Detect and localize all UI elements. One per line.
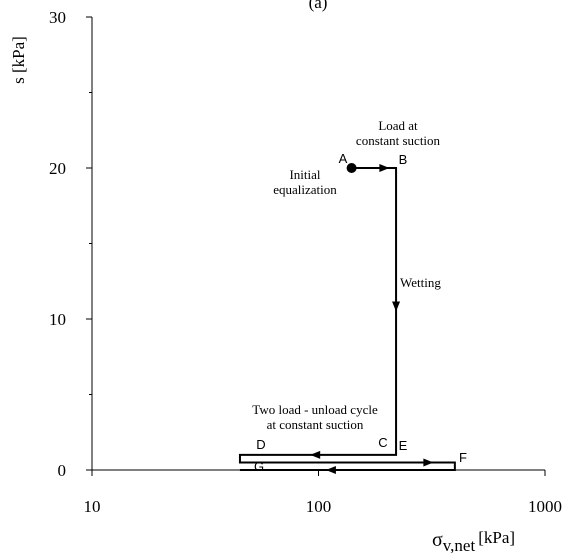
x-axis-subscript: v,net — [443, 536, 476, 553]
x-tick-label: 100 — [306, 497, 332, 516]
y-tick-label: 20 — [49, 159, 66, 178]
annotation: Wetting — [400, 275, 441, 290]
direction-arrow — [423, 458, 434, 467]
point-label: B — [399, 152, 408, 167]
x-axis-title: σv,net [kPa] — [432, 528, 515, 553]
x-tick-label: 10 — [84, 497, 101, 516]
x-axis-unit: [kPa] — [478, 528, 515, 547]
y-tick-label: 0 — [58, 461, 67, 480]
x-axis-symbol: σ — [432, 529, 443, 551]
x-tick-label: 1000 — [528, 497, 562, 516]
y-tick-label: 10 — [49, 310, 66, 329]
annotation: at constant suction — [267, 417, 364, 432]
point-label: F — [459, 450, 467, 465]
stress-path — [238, 167, 456, 471]
point-label: A — [339, 151, 348, 166]
point-label: E — [399, 438, 408, 453]
point-label: D — [256, 437, 265, 452]
direction-arrow — [325, 466, 336, 474]
y-tick-label: 30 — [49, 8, 66, 27]
annotation: Load at — [378, 118, 418, 133]
direction-arrow — [392, 301, 401, 312]
start-marker — [346, 163, 357, 173]
direction-arrow — [379, 164, 390, 172]
annotation: equalization — [273, 182, 337, 197]
point-label: G — [254, 459, 264, 474]
y-axis-title: s [kPa] — [9, 36, 28, 84]
annotation: Two load - unload cycle — [252, 402, 378, 417]
chart-title: (a) — [309, 0, 328, 12]
annotation: Initial — [289, 167, 320, 182]
point-label: C — [378, 435, 387, 450]
annotation: constant suction — [356, 133, 441, 148]
direction-arrow — [310, 450, 321, 459]
